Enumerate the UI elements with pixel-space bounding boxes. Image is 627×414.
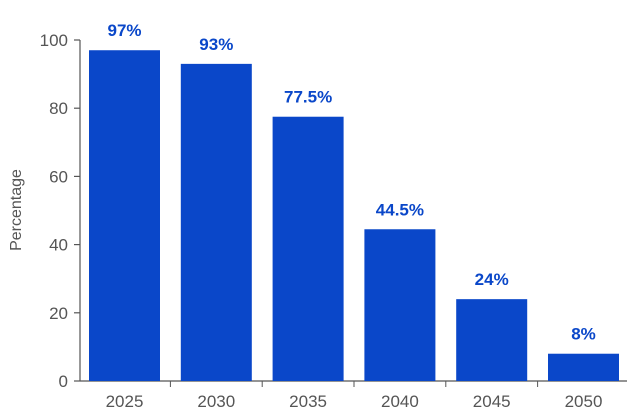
data-label-2035: 77.5% [284,88,332,107]
y-tick-label: 80 [49,99,68,118]
x-tick-label: 2035 [289,392,327,411]
x-tick-label: 2050 [565,392,603,411]
x-tick-label: 2025 [106,392,144,411]
bar-2045 [456,299,528,381]
bar-2040 [364,229,436,381]
data-label-2030: 93% [199,35,233,54]
data-label-2050: 8% [571,325,596,344]
y-tick-label: 100 [40,31,68,50]
y-tick-label: 0 [59,372,68,391]
bar-2030 [180,63,252,382]
y-axis: 0 20 40 60 80 100 [40,31,81,391]
x-tick-label: 2045 [473,392,511,411]
y-tick-label: 20 [49,304,68,323]
y-axis-title: Percentage [8,169,25,251]
x-tick-label: 2040 [381,392,419,411]
x-axis: 2025 2030 2035 2040 2045 2050 [80,380,627,411]
data-labels: 97% 93% 77.5% 44.5% 24% 8% [107,21,595,343]
bar-2035 [272,116,344,381]
bar-2025 [89,50,160,381]
data-label-2045: 24% [475,270,509,289]
y-tick-label: 40 [49,236,68,255]
bars [89,50,619,382]
bar-2050 [548,353,619,381]
data-label-2040: 44.5% [376,200,424,219]
data-label-2025: 97% [107,21,141,40]
x-tick-label: 2030 [197,392,235,411]
y-tick-label: 60 [49,167,68,186]
